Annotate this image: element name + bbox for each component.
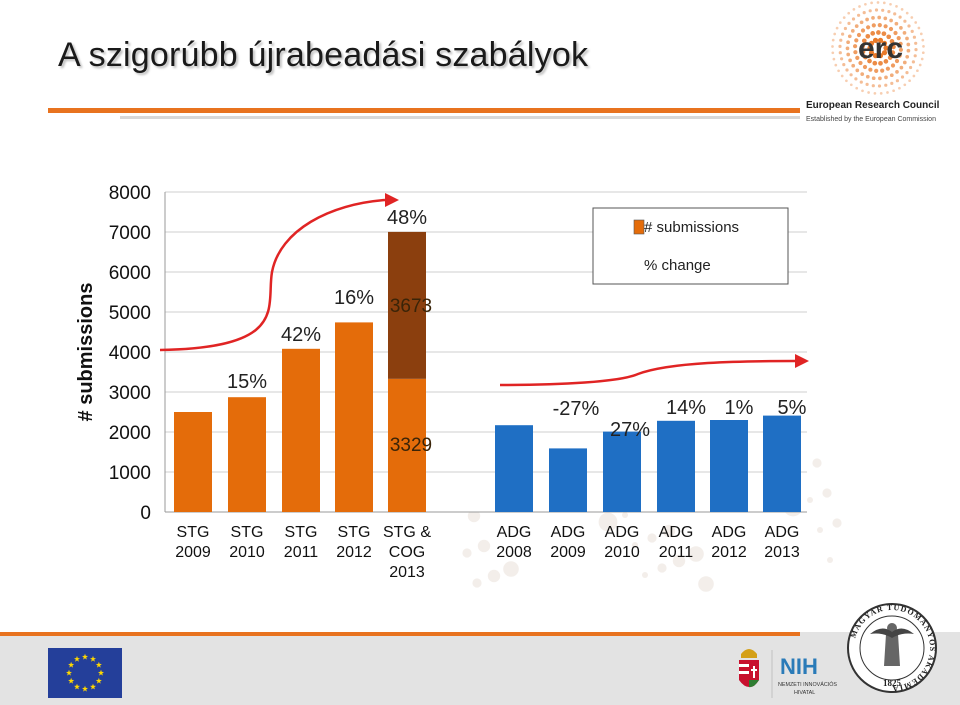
x-tick-label: STG 2010 (229, 524, 265, 561)
pct-change-label: 14% (666, 397, 706, 419)
footer-rule (0, 632, 800, 636)
pct-change-label: 16% (334, 287, 374, 309)
bar-stg (388, 378, 426, 512)
nih-sub-line1: NEMZETI INNOVÁCIÓS (778, 681, 837, 688)
erc-subtitle: Established by the European Commission (806, 116, 936, 123)
x-tick-label: ADG 2011 (659, 524, 694, 561)
y-tick-label: 1000 (109, 463, 151, 484)
x-tick-label: ADG 2013 (764, 524, 800, 561)
y-axis-label: # submissions (75, 283, 97, 422)
y-tick-label: 0 (140, 503, 151, 524)
bar-adg (495, 425, 533, 512)
x-tick-label: ADG 2008 (496, 524, 532, 561)
mta-year: 1825 (883, 678, 902, 688)
bar-adg (657, 420, 695, 512)
bar-stg (335, 322, 373, 512)
x-tick-label: STG 2011 (284, 524, 319, 561)
y-tick-label: 8000 (109, 183, 151, 204)
bar-stg (282, 348, 320, 512)
legend-swatch-submissions (633, 219, 645, 235)
pct-change-label: 42% (281, 324, 321, 346)
nih-sub-line2: HIVATAL (794, 690, 815, 696)
x-tick-label: ADG 2009 (550, 524, 586, 561)
x-tick-label: ADG 2012 (711, 524, 747, 561)
y-tick-label: 3000 (109, 383, 151, 404)
erc-logo-mark: erc (858, 32, 903, 65)
x-tick-label: STG & COG 2013 (383, 524, 431, 581)
erc-name: European Research Council (806, 100, 940, 111)
bar-adg (763, 415, 801, 512)
y-tick-label: 5000 (109, 303, 151, 324)
page-title: A szigorúbb újrabeadási szabályok (58, 36, 589, 74)
hungarian-coat-of-arms-icon (739, 649, 759, 688)
pct-change-label: -27% (553, 398, 600, 420)
pct-change-label: 1% (725, 397, 754, 419)
footer-band (0, 632, 960, 705)
y-tick-label: 2000 (109, 423, 151, 444)
title-underline-shadow (120, 116, 800, 119)
nih-logo: NIH NEMZETI INNOVÁCIÓS HIVATAL (771, 650, 837, 698)
mta-seal-icon: MAGYAR TUDOMÁNYOS AKADÉMIA 1825 (847, 603, 937, 693)
x-tick-label: STG 2009 (175, 524, 211, 561)
bar-stg (174, 412, 212, 512)
legend-entry-pct-change: % change (644, 257, 711, 274)
data-label-cog-2013: 3673 (390, 296, 432, 317)
erc-logo: erc (831, 1, 925, 95)
pct-change-label: 15% (227, 371, 267, 393)
pct-change-label: 27% (610, 419, 650, 441)
pct-change-label: 5% (778, 397, 807, 419)
x-tick-label: ADG 2010 (604, 524, 640, 561)
x-tick-label: STG 2012 (336, 524, 372, 561)
submissions-chart: 0 1000 2000 3000 4000 5000 6000 7000 8000 # subm… (75, 183, 842, 592)
y-tick-label: 4000 (109, 343, 151, 364)
bar-stg (228, 397, 266, 512)
bar-adg (710, 420, 748, 512)
y-tick-label: 6000 (109, 263, 151, 284)
bar-adg (603, 431, 641, 512)
y-tick-label: 7000 (109, 223, 151, 244)
legend: # submissions % change (592, 207, 789, 285)
legend-entry-submissions: # submissions (644, 219, 739, 236)
eu-flag-icon (48, 648, 122, 698)
bar-adg (549, 448, 587, 512)
legend-box (592, 207, 789, 285)
nih-mark: NIH (780, 654, 818, 679)
pct-change-label: 48% (387, 207, 427, 229)
bar-cog (388, 231, 426, 379)
title-underline (48, 108, 800, 113)
data-label-stg-2013: 3329 (390, 435, 432, 456)
